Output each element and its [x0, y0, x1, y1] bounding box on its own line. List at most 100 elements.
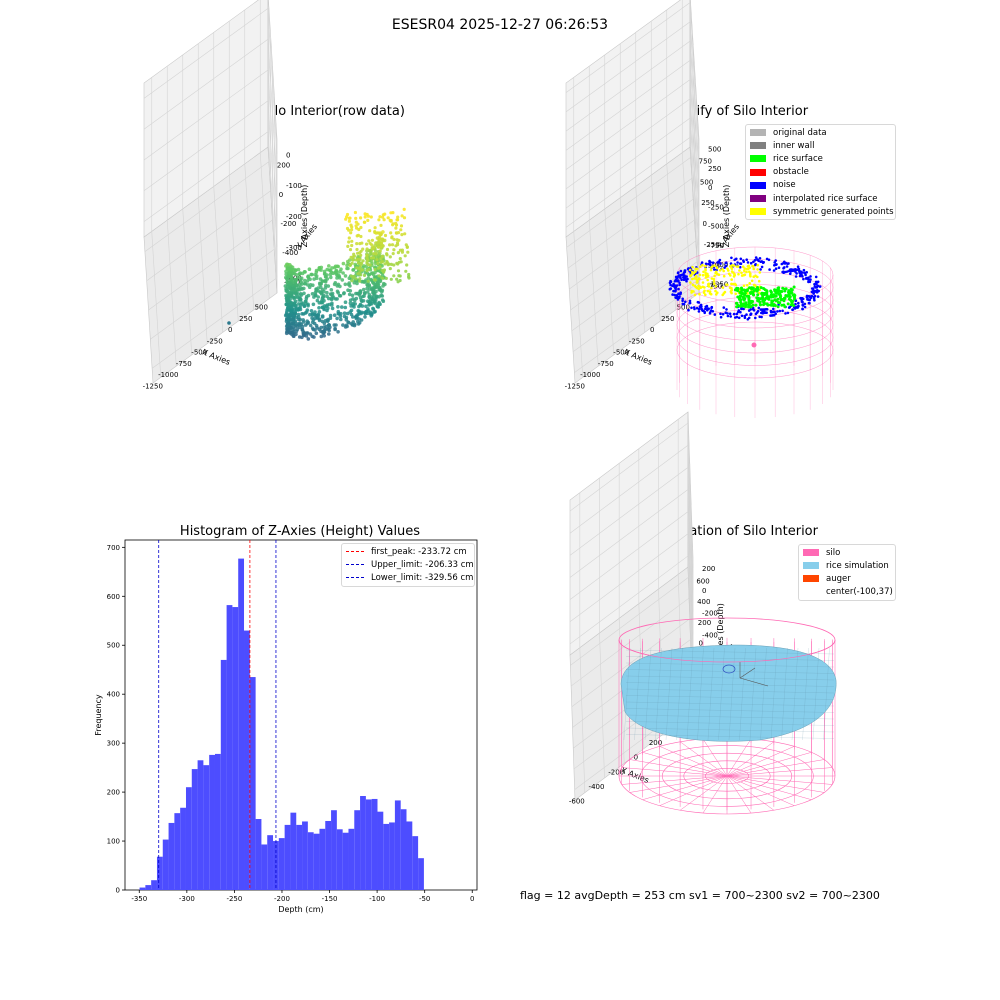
data-point — [332, 282, 337, 287]
grid-line — [569, 198, 694, 290]
noise-point — [697, 310, 701, 313]
data-point — [320, 319, 325, 324]
x-tick-label: 0 — [470, 895, 474, 903]
data-point — [326, 318, 330, 323]
noise-point — [674, 288, 677, 292]
data-point — [366, 299, 370, 304]
figure-title: ESESR04 2025-12-27 06:26:53 — [391, 17, 609, 33]
data-point — [375, 258, 379, 262]
data-point — [363, 291, 367, 296]
y-tick-label: 500 — [700, 178, 713, 186]
symmetric-point — [752, 267, 755, 271]
data-point — [340, 305, 344, 309]
symmetric-point — [737, 272, 740, 276]
data-point — [296, 275, 301, 280]
rice-surface-point — [754, 303, 758, 307]
noise-point — [681, 297, 684, 301]
data-point — [293, 268, 298, 272]
symmetric-point — [738, 269, 741, 272]
data-point — [379, 232, 383, 236]
symmetric-point — [721, 267, 724, 271]
data-point — [392, 248, 396, 252]
data-point — [288, 270, 292, 275]
data-point — [303, 270, 307, 274]
x-tick-label: -250 — [226, 895, 242, 903]
legend-item: interpolated rice surface — [746, 192, 895, 205]
x-tick-label: -500 — [613, 349, 629, 357]
noise-point — [808, 280, 812, 284]
data-point — [391, 222, 395, 226]
histogram-bar — [168, 822, 175, 890]
data-point — [404, 269, 408, 273]
rice-surface-point — [740, 304, 744, 308]
data-point — [288, 281, 293, 286]
data-point — [358, 265, 362, 269]
noise-point — [696, 300, 700, 304]
legend-item: symmetric generated points — [746, 205, 895, 218]
data-point — [323, 279, 328, 284]
data-point — [366, 218, 370, 222]
rice-surface-point — [756, 296, 760, 300]
data-point — [347, 240, 351, 244]
y-tick-label: 0 — [703, 220, 707, 228]
z-axis-label: Z Axies (Depth) — [716, 603, 725, 666]
noise-point — [810, 287, 814, 290]
histogram-bar — [139, 887, 146, 890]
legend-item: rice surface — [746, 152, 895, 165]
data-point — [365, 212, 369, 217]
noise-point — [812, 292, 815, 295]
data-point — [340, 278, 345, 282]
data-point — [379, 257, 383, 261]
data-point — [398, 278, 402, 283]
data-point — [292, 291, 296, 295]
symmetric-point — [718, 269, 722, 272]
y-tick-label: -250 — [704, 241, 720, 249]
grid-line — [565, 60, 691, 151]
noise-point — [682, 276, 685, 279]
data-point — [330, 303, 334, 307]
noise-point — [787, 262, 790, 265]
data-point — [344, 217, 348, 221]
legend-swatch — [750, 155, 766, 163]
data-point — [348, 289, 353, 293]
histogram-bar — [319, 828, 326, 890]
rice-surface-point — [750, 286, 754, 290]
x-tick-label: 500 — [255, 304, 268, 312]
data-point — [380, 260, 384, 264]
silo-bottom-spoke — [726, 775, 795, 806]
classify-point-cloud — [668, 246, 834, 418]
symmetric-point — [706, 278, 709, 282]
data-point — [397, 260, 401, 264]
data-point — [342, 291, 346, 295]
rice-mesh-line — [791, 647, 799, 741]
data-point — [354, 277, 358, 281]
rice-mesh-line — [707, 647, 715, 741]
z-tick-label: -400 — [702, 632, 718, 640]
rice-mesh-line — [625, 734, 835, 739]
x-tick-label: -400 — [589, 783, 605, 791]
z-tick-label: 500 — [708, 146, 721, 154]
data-point — [319, 290, 323, 295]
noise-point — [687, 308, 690, 312]
noise-point — [733, 316, 737, 319]
silo-bottom-spoke — [659, 775, 728, 806]
data-point — [380, 254, 384, 259]
symmetric-point — [698, 292, 701, 296]
data-point — [359, 225, 363, 230]
y-tick-label: 750 — [699, 157, 712, 165]
data-point — [300, 324, 305, 329]
x-tick-label: -750 — [176, 360, 192, 368]
histogram-bar — [336, 829, 343, 890]
data-point — [300, 312, 304, 316]
data-point — [378, 288, 383, 293]
z-tick-label: 200 — [702, 565, 715, 573]
data-point — [292, 302, 297, 307]
data-point — [308, 323, 313, 328]
rice-surface-point — [778, 295, 782, 299]
data-point — [319, 334, 324, 339]
noise-point — [801, 300, 804, 304]
data-point — [319, 329, 323, 334]
data-point — [348, 216, 352, 220]
noise-point — [803, 271, 806, 275]
symmetric-point — [757, 279, 761, 283]
